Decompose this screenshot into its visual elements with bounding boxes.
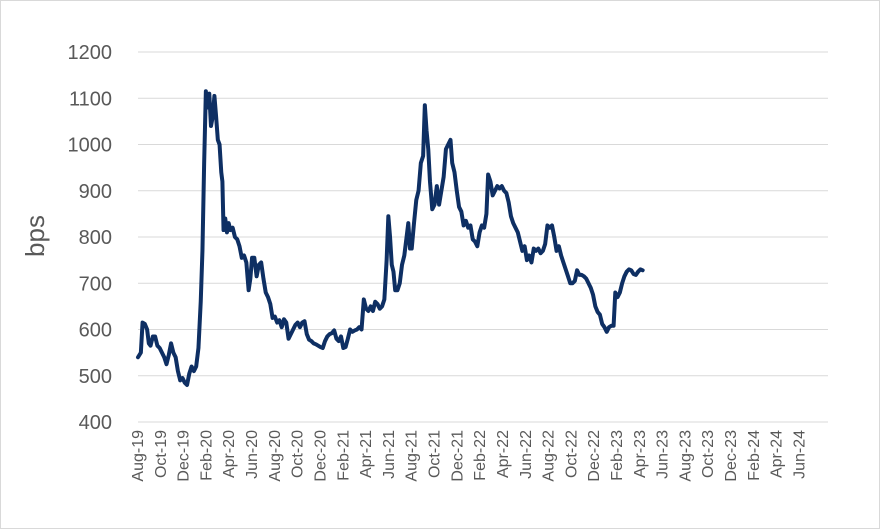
x-tick-label: Oct-22 — [563, 430, 580, 478]
x-tick-label: Oct-23 — [700, 430, 717, 478]
y-tick-label: 400 — [79, 412, 112, 434]
y-tick-label: 600 — [79, 320, 112, 342]
y-axis-title: bps — [20, 215, 50, 257]
x-tick-label: Oct-19 — [153, 430, 170, 478]
x-tick-label: Aug-22 — [541, 430, 558, 482]
x-tick-label: Apr-24 — [769, 430, 786, 478]
x-tick-label: Aug-19 — [130, 430, 147, 482]
x-tick-label: Jun-23 — [655, 430, 672, 479]
y-tick-label: 1100 — [69, 88, 112, 110]
x-tick-label: Jun-24 — [791, 430, 808, 479]
x-tick-labels: Aug-19 Oct-19 Dec-19 Feb-20 Apr-20 Jun-20 Aug-… — [130, 430, 808, 482]
y-tick-labels: 400 500 600 700 800 900 1000 1100 1200 — [68, 42, 113, 434]
x-tick-label: Feb-24 — [746, 430, 763, 481]
x-tick-label: Feb-22 — [472, 430, 489, 481]
y-tick-label: 1000 — [68, 135, 113, 157]
y-tick-label: 700 — [79, 273, 112, 295]
x-tick-label: Oct-20 — [290, 430, 307, 478]
gridlines — [138, 51, 828, 423]
x-tick-label: Jun-22 — [518, 430, 535, 479]
x-tick-label: Apr-22 — [495, 430, 512, 478]
x-tick-label: Feb-23 — [609, 430, 626, 481]
x-tick-label: Dec-23 — [723, 430, 740, 482]
x-tick-label: Feb-20 — [198, 430, 215, 481]
x-tick-label: Jun-21 — [381, 430, 398, 479]
x-tick-label: Aug-23 — [677, 430, 694, 482]
x-tick-label: Apr-23 — [632, 430, 649, 478]
x-tick-label: Dec-21 — [449, 430, 466, 482]
x-tick-label: Aug-21 — [404, 430, 421, 482]
x-tick-label: Apr-21 — [358, 430, 375, 478]
x-tick-label: Oct-21 — [427, 430, 444, 478]
x-tick-label: Jun-20 — [244, 430, 261, 479]
x-tick-label: Aug-20 — [267, 430, 284, 482]
y-tick-label: 1200 — [68, 42, 113, 64]
x-tick-label: Dec-20 — [312, 430, 329, 482]
x-tick-label: Dec-19 — [176, 430, 193, 482]
y-tick-label: 900 — [79, 181, 112, 203]
series-group — [136, 89, 645, 387]
series-line — [136, 89, 645, 387]
x-tick-label: Apr-20 — [221, 430, 238, 478]
y-tick-label: 500 — [79, 366, 112, 388]
y-tick-label: 800 — [79, 227, 112, 249]
x-tick-label: Feb-21 — [335, 430, 352, 481]
x-tick-label: Dec-22 — [586, 430, 603, 482]
